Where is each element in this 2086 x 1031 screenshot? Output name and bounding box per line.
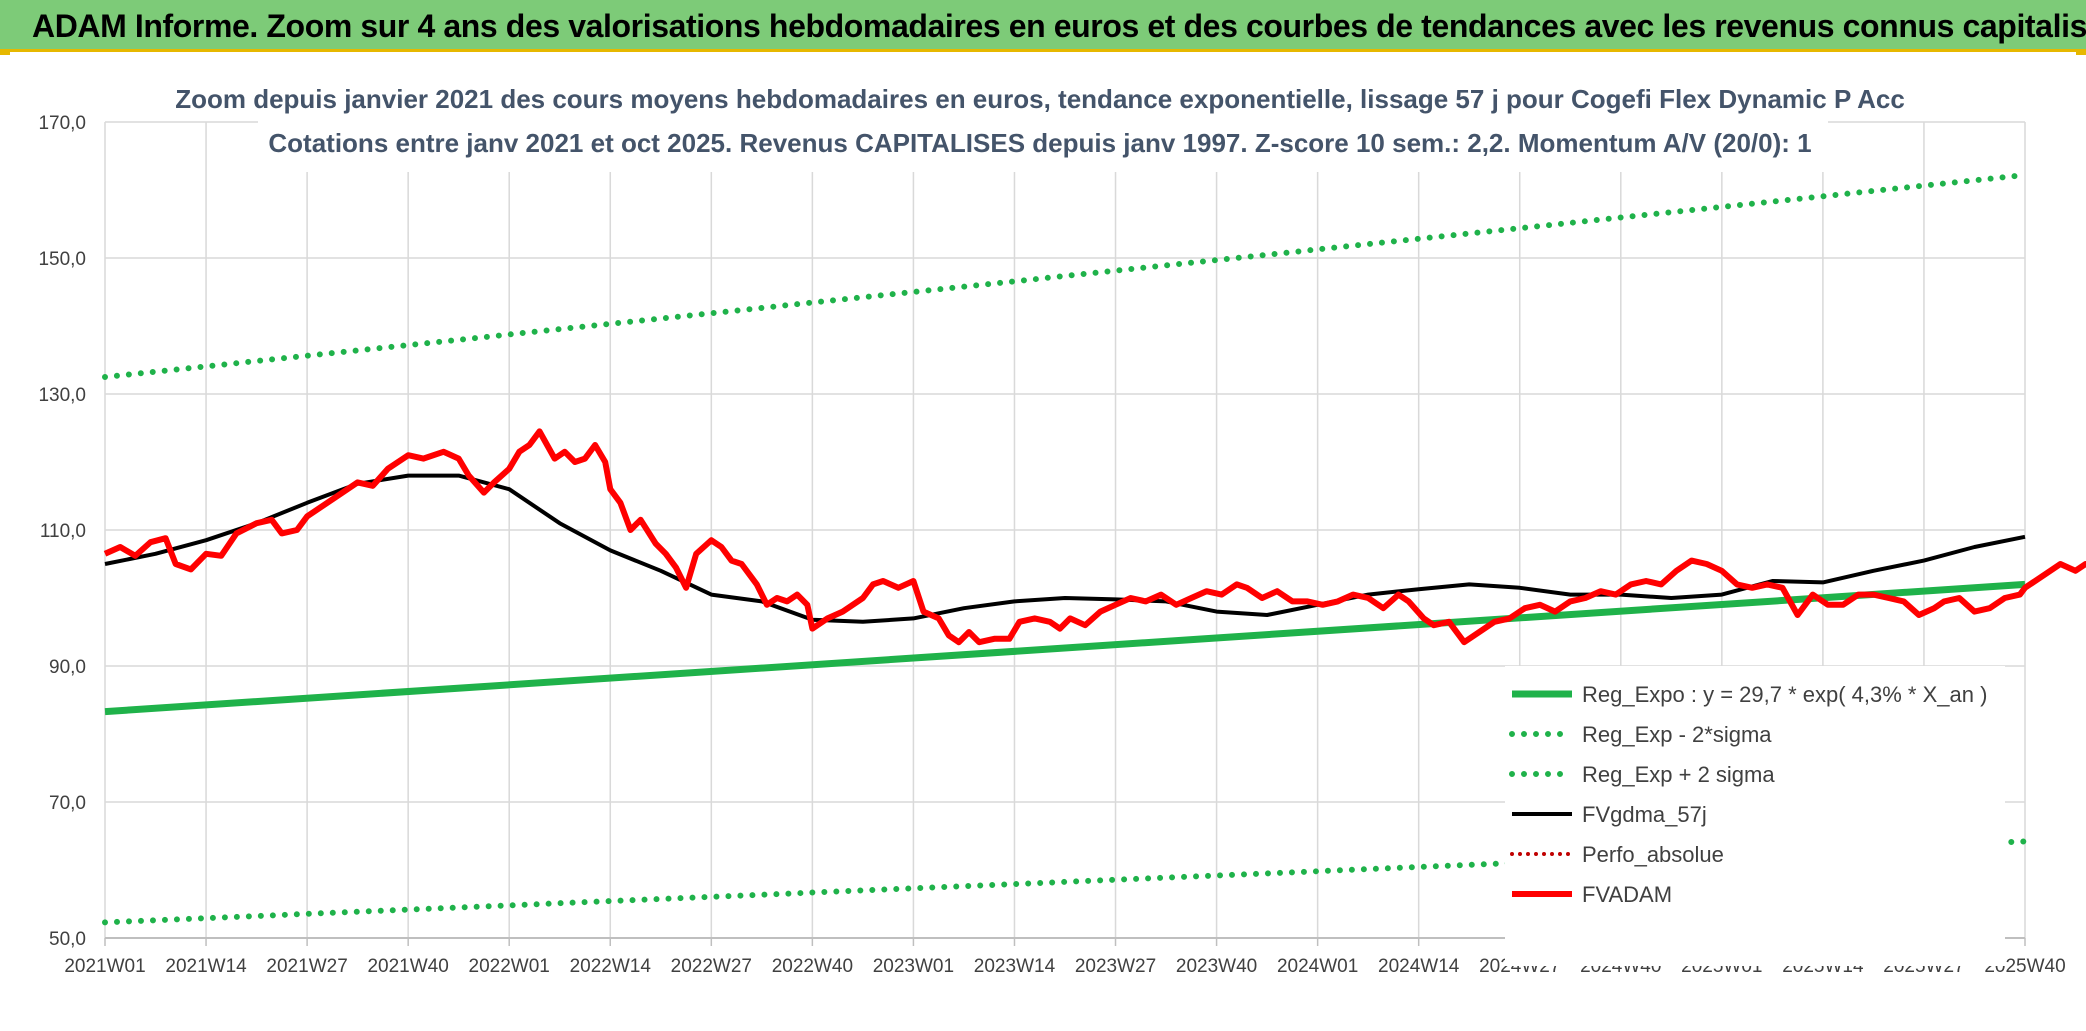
legend-label: FVgdma_57j: [1582, 802, 1707, 827]
x-tick-label: 2022W40: [772, 956, 853, 977]
legend-label: Reg_Expo : y = 29,7 * exp( 4,3% * X_an ): [1582, 682, 1987, 707]
x-tick-label: 2023W01: [873, 956, 954, 977]
series-reg-exp-minus-2sigma: [102, 838, 2028, 926]
series-fvgdma-57j: [104, 473, 2026, 624]
legend-label: Reg_Exp - 2*sigma: [1582, 722, 1772, 747]
x-tick-label: 2021W27: [266, 956, 347, 977]
y-tick-label: 90,0: [49, 657, 86, 678]
x-tick-label: 2021W40: [367, 956, 448, 977]
y-tick-label: 70,0: [49, 793, 86, 814]
x-tick-label: 2024W14: [1378, 956, 1460, 977]
chart: Zoom depuis janvier 2021 des cours moyen…: [0, 52, 2086, 1031]
x-tick-label: 2022W27: [671, 956, 752, 977]
legend-label: FVADAM: [1582, 882, 1672, 907]
corner-mark: [2076, 52, 2086, 55]
x-tick-label: 2022W01: [469, 956, 550, 977]
y-tick-label: 110,0: [40, 521, 86, 542]
x-tick-label: 2023W14: [974, 956, 1056, 977]
x-tick-label: 2024W01: [1277, 956, 1358, 977]
chart-title: Zoom depuis janvier 2021 des cours moyen…: [175, 84, 1905, 114]
x-tick-label: 2021W01: [64, 956, 145, 977]
page-title: ADAM Informe. Zoom sur 4 ans des valoris…: [32, 8, 2086, 44]
legend: Reg_Expo : y = 29,7 * exp( 4,3% * X_an )…: [1505, 666, 2005, 966]
y-tick-label: 130,0: [38, 385, 86, 406]
chart-title-group: Zoom depuis janvier 2021 des cours moyen…: [175, 80, 1905, 172]
y-tick-label: 50,0: [49, 929, 86, 950]
x-tick-label: 2023W27: [1075, 956, 1156, 977]
legend-label: Reg_Exp + 2 sigma: [1582, 762, 1775, 787]
header-banner: ADAM Informe. Zoom sur 4 ans des valoris…: [0, 0, 2086, 52]
y-tick-label: 150,0: [38, 249, 86, 270]
series-reg-exp-plus-2sigma: [102, 172, 2028, 380]
chart-subtitle: Cotations entre janv 2021 et oct 2025. R…: [268, 128, 1811, 158]
series-fvadam: [103, 428, 2086, 646]
y-axis: 50,0 70,0 90,0 110,0 130,0 150,0 170,0: [38, 113, 86, 950]
x-tick-label: 2023W40: [1176, 956, 1257, 977]
title-background: [258, 80, 1828, 172]
series-layer: [102, 172, 2086, 926]
series-reg-expo: [104, 580, 2026, 716]
legend-label: Perfo_absolue: [1582, 842, 1724, 867]
y-tick-label: 170,0: [38, 113, 86, 134]
x-tick-label: 2021W14: [165, 956, 247, 977]
x-tick-label: 2022W14: [570, 956, 652, 977]
legend-background: [1505, 666, 2005, 966]
corner-mark: [0, 52, 10, 55]
